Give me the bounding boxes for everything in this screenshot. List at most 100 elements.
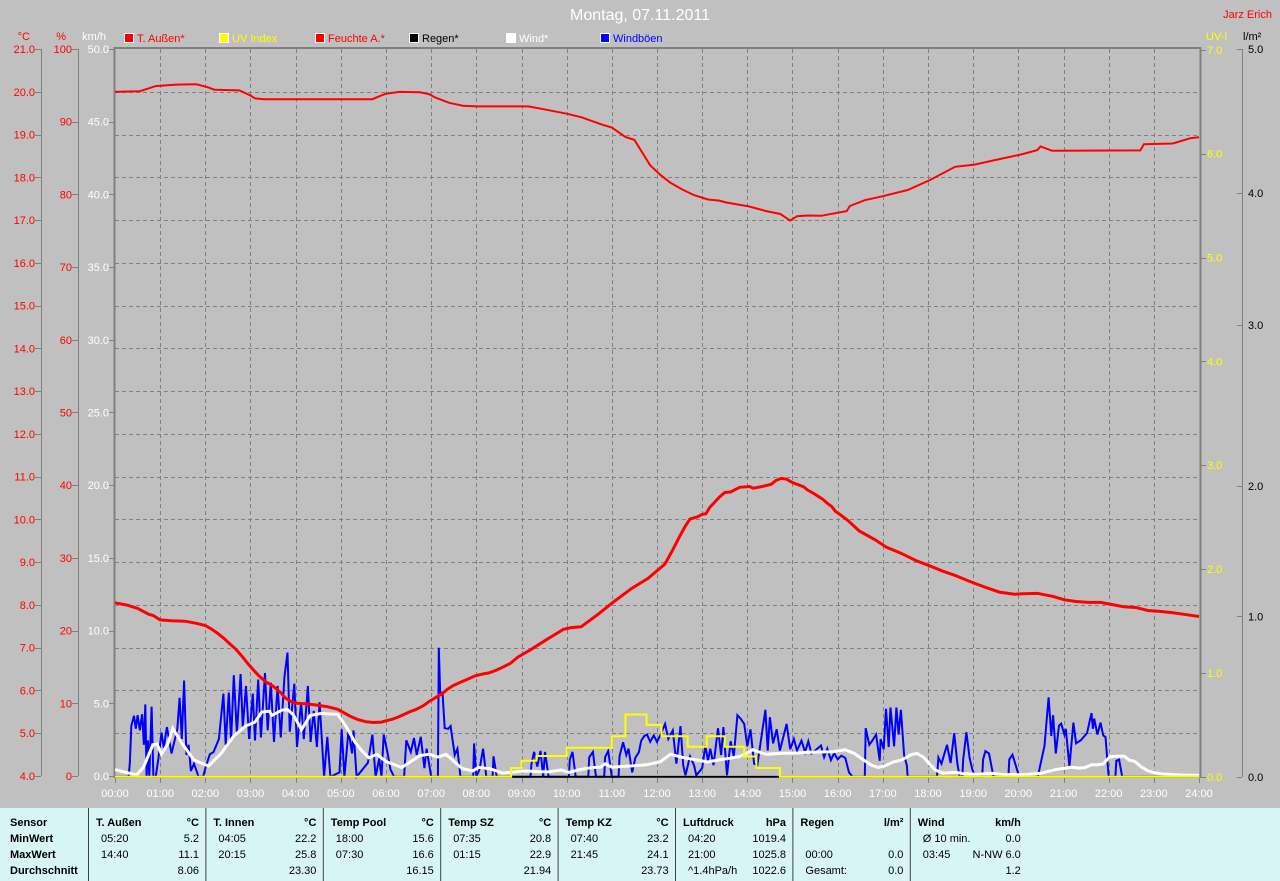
svg-text:T. Außen: T. Außen: [96, 817, 142, 829]
svg-text:Sensor: Sensor: [10, 817, 48, 829]
svg-text:6.0: 6.0: [1207, 149, 1222, 161]
svg-text:Windböen: Windböen: [613, 33, 663, 45]
svg-text:hPa: hPa: [766, 817, 787, 829]
svg-text:9.0: 9.0: [20, 557, 35, 569]
svg-text:30.0: 30.0: [88, 335, 109, 347]
svg-text:05:20: 05:20: [101, 833, 129, 845]
svg-text:5.0: 5.0: [94, 698, 109, 710]
svg-text:21:00: 21:00: [1050, 788, 1078, 800]
svg-text:2.0: 2.0: [1248, 481, 1263, 493]
svg-text:°C: °C: [539, 817, 551, 829]
svg-text:40.0: 40.0: [88, 189, 109, 201]
svg-text:20:00: 20:00: [1005, 788, 1033, 800]
svg-text:0.0: 0.0: [1006, 833, 1021, 845]
svg-text:km/h: km/h: [995, 817, 1021, 829]
svg-text:3.0: 3.0: [1207, 460, 1222, 472]
svg-text:4.0: 4.0: [1207, 356, 1222, 368]
svg-text:T. Außen*: T. Außen*: [137, 33, 185, 45]
svg-text:Wind: Wind: [918, 817, 945, 829]
svg-text:Gesamt:: Gesamt:: [805, 865, 847, 877]
svg-text:Temp KZ: Temp KZ: [566, 817, 613, 829]
svg-text:N-NW 6.0: N-NW 6.0: [973, 849, 1021, 861]
svg-text:07:40: 07:40: [571, 833, 599, 845]
svg-text:24:00: 24:00: [1185, 788, 1213, 800]
svg-text:%: %: [56, 31, 66, 43]
svg-text:16.6: 16.6: [412, 849, 433, 861]
svg-text:17:00: 17:00: [869, 788, 897, 800]
svg-text:Luftdruck: Luftdruck: [683, 817, 735, 829]
svg-text:11.0: 11.0: [14, 472, 35, 484]
svg-text:24.1: 24.1: [647, 849, 668, 861]
svg-text:10.0: 10.0: [14, 514, 35, 526]
svg-text:Feuchte A.*: Feuchte A.*: [328, 33, 386, 45]
svg-text:18:00: 18:00: [336, 833, 364, 845]
svg-text:7.0: 7.0: [1207, 45, 1222, 57]
svg-text:45.0: 45.0: [88, 117, 109, 129]
svg-text:°C: °C: [187, 817, 199, 829]
svg-text:1.0: 1.0: [1207, 668, 1222, 680]
svg-text:Regen: Regen: [800, 817, 834, 829]
svg-text:^1.4hPa/h: ^1.4hPa/h: [688, 865, 737, 877]
svg-text:UV-I: UV-I: [1206, 31, 1227, 43]
svg-text:23.73: 23.73: [641, 865, 669, 877]
svg-text:UV Index: UV Index: [232, 33, 278, 45]
svg-text:19.0: 19.0: [14, 130, 35, 142]
svg-text:11.1: 11.1: [178, 849, 199, 861]
svg-text:09:00: 09:00: [508, 788, 536, 800]
svg-text:03:45: 03:45: [923, 849, 951, 861]
svg-text:8.0: 8.0: [20, 600, 35, 612]
svg-text:00:00: 00:00: [805, 849, 833, 861]
svg-text:Temp Pool: Temp Pool: [331, 817, 386, 829]
svg-text:14.0: 14.0: [14, 343, 35, 355]
svg-text:07:35: 07:35: [453, 833, 481, 845]
svg-text:16.15: 16.15: [406, 865, 434, 877]
svg-text:01:00: 01:00: [146, 788, 174, 800]
svg-text:MinWert: MinWert: [10, 833, 54, 845]
svg-text:Ø 10 min.: Ø 10 min.: [923, 833, 971, 845]
svg-text:12.0: 12.0: [14, 429, 35, 441]
svg-text:15.6: 15.6: [412, 833, 433, 845]
svg-text:01:15: 01:15: [453, 849, 481, 861]
svg-text:20: 20: [60, 626, 72, 638]
svg-text:03:00: 03:00: [237, 788, 265, 800]
svg-text:22:00: 22:00: [1095, 788, 1123, 800]
svg-text:10.0: 10.0: [88, 626, 109, 638]
svg-text:1.0: 1.0: [1248, 612, 1263, 624]
svg-text:17.0: 17.0: [14, 215, 35, 227]
svg-text:Wind*: Wind*: [519, 33, 549, 45]
svg-text:22.9: 22.9: [530, 849, 551, 861]
svg-text:1019.4: 1019.4: [752, 833, 786, 845]
svg-text:l/m²: l/m²: [1243, 31, 1262, 43]
svg-text:Jarz Erich: Jarz Erich: [1223, 9, 1272, 21]
svg-text:25.8: 25.8: [295, 849, 316, 861]
svg-text:1.2: 1.2: [1006, 865, 1021, 877]
svg-text:Regen*: Regen*: [422, 33, 459, 45]
svg-text:20.8: 20.8: [530, 833, 551, 845]
svg-text:5.0: 5.0: [1207, 253, 1222, 265]
svg-text:14:40: 14:40: [101, 849, 129, 861]
svg-text:05:00: 05:00: [327, 788, 355, 800]
svg-text:08:00: 08:00: [463, 788, 491, 800]
svg-text:07:00: 07:00: [417, 788, 445, 800]
svg-text:22.2: 22.2: [295, 833, 316, 845]
svg-text:l/m²: l/m²: [884, 817, 904, 829]
svg-text:60: 60: [60, 335, 72, 347]
svg-text:0: 0: [66, 771, 72, 783]
svg-text:16.0: 16.0: [14, 258, 35, 270]
svg-text:04:20: 04:20: [688, 833, 716, 845]
svg-text:4.0: 4.0: [1248, 188, 1263, 200]
svg-text:Temp SZ: Temp SZ: [448, 817, 494, 829]
svg-text:°C: °C: [18, 31, 30, 43]
svg-text:0.0: 0.0: [888, 849, 903, 861]
svg-text:4.0: 4.0: [20, 771, 35, 783]
svg-text:70: 70: [60, 262, 72, 274]
svg-text:15.0: 15.0: [14, 301, 35, 313]
svg-text:3.0: 3.0: [1248, 320, 1263, 332]
svg-text:Montag, 07.11.2011: Montag, 07.11.2011: [570, 7, 710, 24]
svg-text:21.94: 21.94: [524, 865, 552, 877]
svg-text:8.06: 8.06: [178, 865, 199, 877]
svg-text:7.0: 7.0: [20, 643, 35, 655]
svg-text:°C: °C: [304, 817, 316, 829]
svg-text:23.2: 23.2: [647, 833, 668, 845]
svg-text:0.0: 0.0: [1207, 772, 1222, 784]
